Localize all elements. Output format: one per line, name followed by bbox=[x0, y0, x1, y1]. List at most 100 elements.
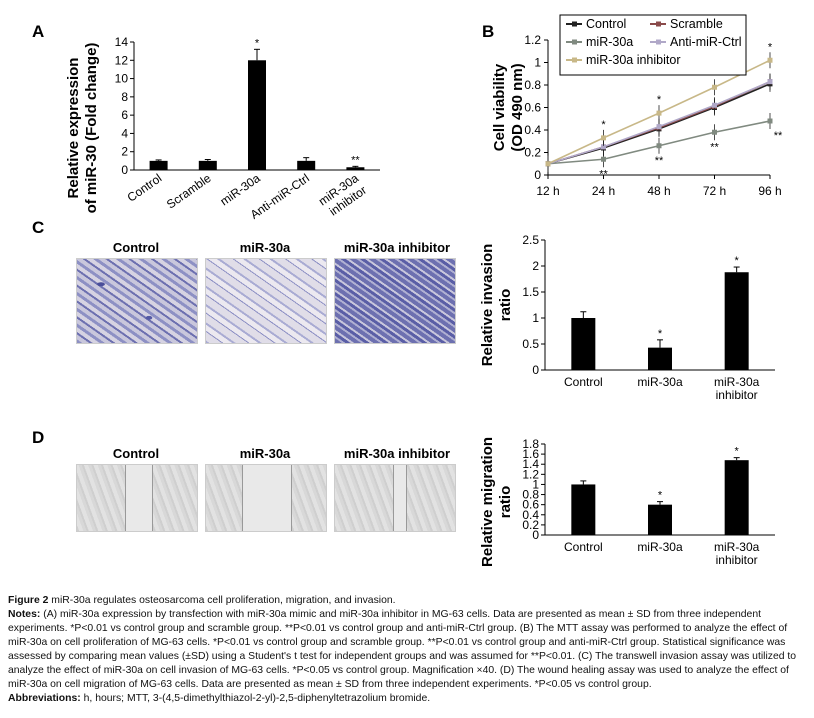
significance-mark: * bbox=[255, 37, 260, 49]
bar bbox=[571, 484, 596, 535]
legend-marker bbox=[572, 21, 577, 27]
legend-label: miR-30a inhibitor bbox=[586, 53, 680, 67]
significance-mark: ** bbox=[655, 155, 664, 167]
invasion-image-control bbox=[76, 258, 198, 344]
y-tick-label: 0.2 bbox=[524, 146, 541, 160]
invasion-image-inhibitor bbox=[334, 258, 456, 344]
bar bbox=[648, 504, 672, 535]
wound-image-control bbox=[76, 464, 198, 532]
y-tick-label: 1.8 bbox=[522, 437, 539, 451]
y-tick-label: 0.8 bbox=[522, 488, 539, 502]
y-tick-label: 0.8 bbox=[524, 78, 541, 92]
x-tick-label: Control bbox=[564, 375, 603, 389]
y-tick-label: 0.6 bbox=[524, 101, 541, 115]
y-tick-label: 1.4 bbox=[522, 457, 539, 471]
data-point bbox=[545, 161, 551, 167]
data-point bbox=[767, 57, 773, 63]
photo-title-inhibitor: miR-30a inhibitor bbox=[343, 240, 451, 255]
x-tick-label: Control bbox=[564, 540, 603, 554]
panel-label-c: C bbox=[32, 218, 45, 237]
photo-title-inhibitor-d: miR-30a inhibitor bbox=[343, 446, 451, 461]
x-tick-label: 72 h bbox=[703, 184, 726, 198]
invasion-image-mir30a bbox=[205, 258, 327, 344]
significance-mark: * bbox=[658, 490, 663, 502]
panel-label-b: B bbox=[482, 22, 495, 41]
legend-marker bbox=[656, 21, 661, 27]
y-tick-label: 1 bbox=[532, 311, 539, 325]
bar bbox=[724, 272, 749, 370]
wound-image-mir30a bbox=[205, 464, 327, 532]
x-tick-label: 96 h bbox=[758, 184, 781, 198]
bar bbox=[571, 318, 596, 370]
y-tick-label: 0.2 bbox=[522, 518, 539, 532]
y-tick-label: 1.6 bbox=[522, 447, 539, 461]
data-point bbox=[712, 129, 717, 135]
x-tick-label: Scramble bbox=[164, 171, 214, 212]
caption-notes-label: Notes: bbox=[8, 609, 41, 620]
legend-marker bbox=[572, 39, 577, 45]
caption-fig-label: Figure 2 bbox=[8, 595, 49, 606]
data-point bbox=[767, 79, 773, 85]
data-point bbox=[712, 102, 717, 108]
x-tick-label: 12 h bbox=[536, 184, 559, 198]
photo-title-control-d: Control bbox=[112, 446, 160, 461]
y-tick-label: 0.6 bbox=[522, 498, 539, 512]
y-axis-label: ratio bbox=[497, 486, 514, 519]
x-tick-label: inhibitor bbox=[716, 553, 758, 567]
data-point bbox=[712, 84, 717, 90]
y-tick-label: 1 bbox=[534, 56, 541, 70]
data-point bbox=[656, 143, 662, 149]
y-tick-label: 2 bbox=[532, 259, 539, 273]
x-tick-label: miR-30a bbox=[637, 375, 683, 389]
photo-title-control: Control bbox=[112, 240, 160, 255]
significance-mark: ** bbox=[774, 130, 783, 142]
significance-mark: * bbox=[768, 41, 773, 53]
figure-caption: Figure 2 miR-30a regulates osteosarcoma … bbox=[8, 594, 808, 706]
data-point bbox=[601, 135, 606, 141]
y-axis-label: (OD 490 nm) bbox=[509, 63, 526, 151]
panel-label-a: A bbox=[32, 22, 45, 41]
x-tick-label: inhibitor bbox=[716, 388, 758, 402]
legend-label: Anti-miR-Ctrl bbox=[670, 35, 742, 49]
significance-mark: ** bbox=[351, 154, 360, 166]
y-tick-label: 12 bbox=[115, 53, 129, 67]
significance-mark: * bbox=[658, 328, 663, 340]
y-tick-label: 10 bbox=[115, 72, 129, 86]
y-axis-label: Relative expression bbox=[65, 58, 82, 199]
caption-notes: (A) miR-30a expression by transfection w… bbox=[8, 609, 797, 690]
significance-mark: * bbox=[657, 94, 662, 106]
x-tick-label: miR-30a bbox=[637, 540, 683, 554]
y-tick-label: 0 bbox=[121, 163, 128, 177]
y-tick-label: 8 bbox=[121, 90, 128, 104]
significance-mark: * bbox=[601, 119, 606, 131]
caption-abbr-label: Abbreviations: bbox=[8, 693, 81, 704]
y-tick-label: 6 bbox=[121, 108, 128, 122]
y-axis-label: Cell viability bbox=[491, 63, 508, 151]
photo-title-mir30a: miR-30a bbox=[239, 240, 291, 255]
y-tick-label: 2 bbox=[121, 145, 128, 159]
y-tick-label: 0.5 bbox=[522, 337, 539, 351]
y-tick-label: 0 bbox=[534, 168, 541, 182]
x-tick-label: 24 h bbox=[592, 184, 615, 198]
y-tick-label: 1.5 bbox=[522, 285, 539, 299]
caption-title: miR-30a regulates osteosarcoma cell prol… bbox=[48, 595, 396, 606]
legend-label: miR-30a bbox=[586, 35, 633, 49]
y-axis-label: ratio bbox=[497, 289, 514, 322]
y-tick-label: 0.4 bbox=[522, 508, 539, 522]
y-axis-label: Relative invasion bbox=[479, 244, 496, 367]
caption-abbr: h, hours; MTT, 3-(4,5-dimethylthiazol-2-… bbox=[80, 693, 431, 704]
y-tick-label: 14 bbox=[115, 35, 129, 49]
x-tick-label: 48 h bbox=[647, 184, 670, 198]
legend-marker bbox=[656, 39, 661, 45]
y-tick-label: 1.2 bbox=[522, 467, 539, 481]
x-tick-label: miR-30a bbox=[714, 540, 760, 554]
panel-label-d: D bbox=[32, 428, 45, 447]
data-point bbox=[656, 124, 662, 130]
legend-label: Scramble bbox=[670, 17, 723, 31]
data-point bbox=[656, 110, 662, 116]
x-tick-label: Control bbox=[125, 171, 165, 205]
y-tick-label: 1 bbox=[532, 477, 539, 491]
chart-c-invasion: 00.511.522.5Control*miR-30a*miR-30ainhib… bbox=[479, 233, 775, 402]
y-tick-label: 2.5 bbox=[522, 233, 539, 247]
significance-mark: ** bbox=[599, 168, 608, 180]
